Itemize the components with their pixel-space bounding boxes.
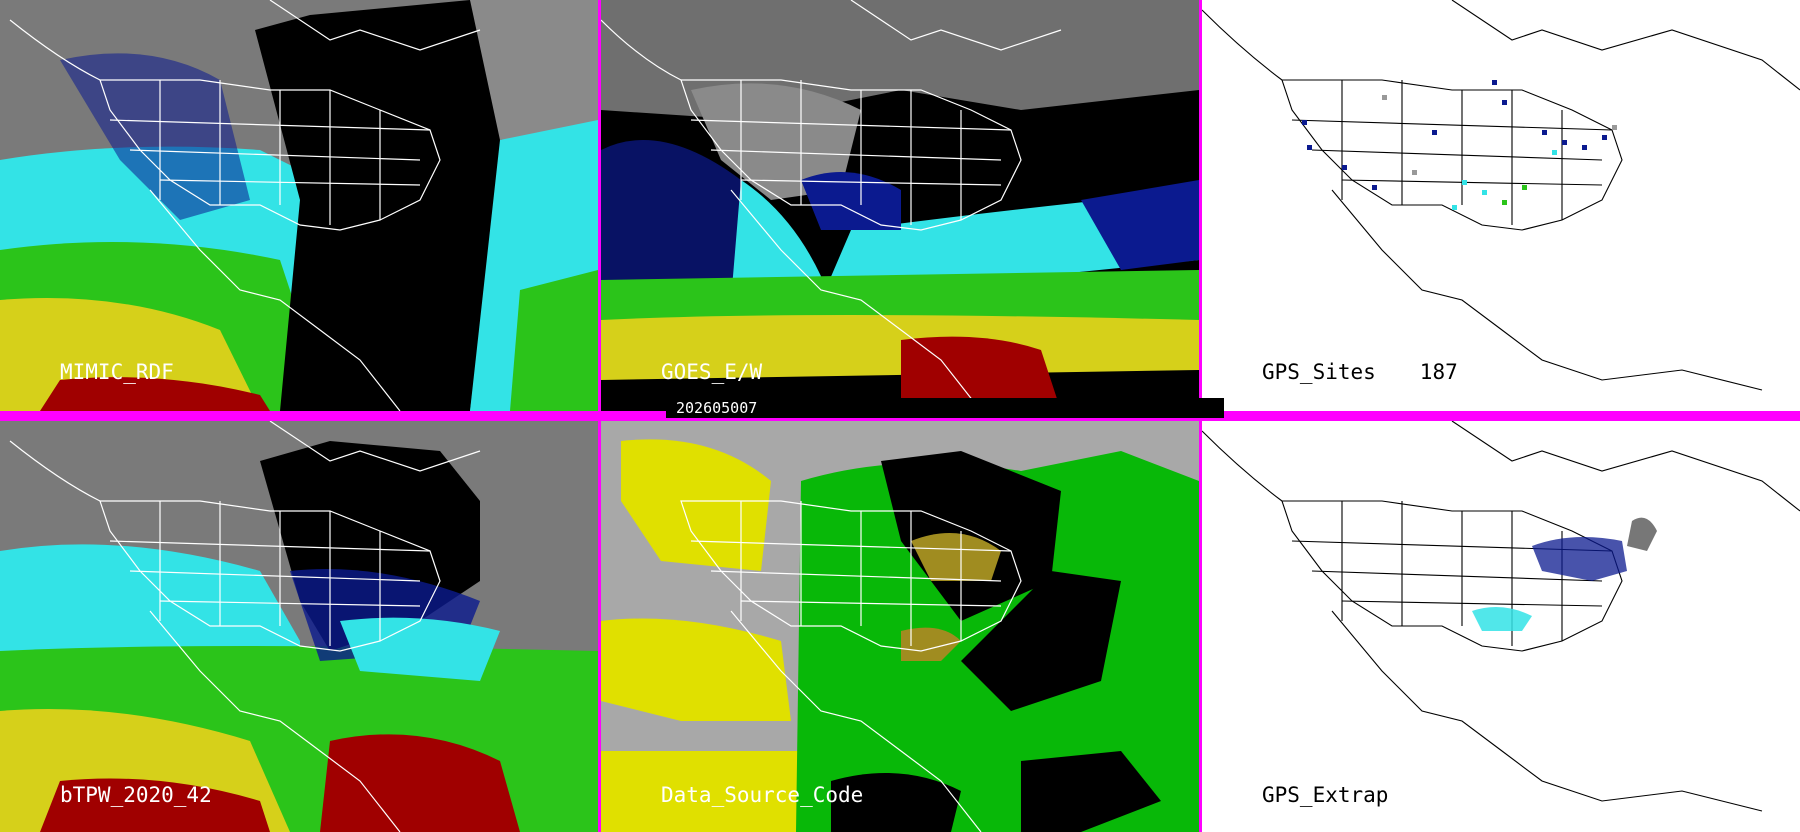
gps-extrap-borders [1202,421,1800,812]
panel-label: Data_Source_Code [661,783,864,807]
mimic-borders [9,0,481,411]
btpw-map [0,421,598,832]
panel-mimic-rdf: MIMIC_RDF [0,0,598,411]
panel-gps-extrap: GPS_Extrap [1202,421,1800,832]
mimic-rdf-map [0,0,598,411]
btpw-borders [9,421,481,832]
timestamp-bar: 202605007 [666,398,1224,418]
gps-sites-count: 187 [1419,360,1458,384]
gps-extrap-map [1202,421,1800,832]
panel-label: GPS_Sites 187 [1262,360,1458,384]
gps-sites-label: GPS_Sites [1262,360,1376,384]
goes-borders [601,0,1062,411]
gps-site-markers [1302,80,1617,210]
panel-label: GOES_E/W [661,360,763,384]
panel-data-source: Data_Source_Code [601,421,1199,832]
panel-goes: GOES_E/W [601,0,1199,411]
gps-sites-map [1202,0,1800,411]
panel-label: bTPW_2020_42 [60,783,212,807]
data-source-map [601,421,1199,832]
panel-label: MIMIC_RDF [60,360,174,384]
data-source-borders [680,500,1022,832]
gps-extrap-fields [1472,517,1657,631]
panel-btpw: bTPW_2020_42 [0,421,598,832]
panel-gps-sites: GPS_Sites 187 [1202,0,1800,411]
goes-map [601,0,1199,411]
panel-label: GPS_Extrap [1262,783,1389,807]
